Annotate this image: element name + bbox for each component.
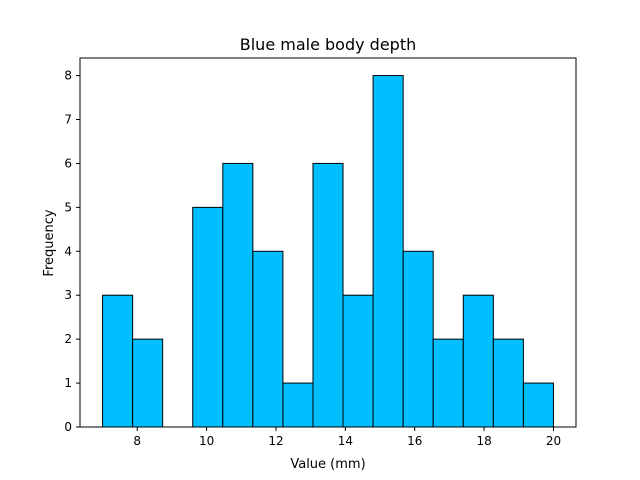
x-tick-label: 8 [133,434,141,448]
histogram-bar-13 [462,294,494,428]
y-axis-ticks: 0 1 2 3 4 5 6 7 8 [64,69,80,434]
histogram-bar-9 [342,294,374,428]
x-tick-label: 20 [546,434,561,448]
y-tick-label: 8 [64,69,72,83]
chart-title: Blue male body depth [240,35,416,54]
y-tick-label: 2 [64,332,72,346]
histogram-bar-6 [252,250,284,428]
y-tick-label: 0 [64,420,72,434]
histogram-bar-10 [372,75,404,428]
x-tick-label: 12 [268,434,283,448]
histogram-bar-5 [222,162,254,428]
y-axis-label: Frequency [42,209,57,276]
x-tick-label: 14 [338,434,353,448]
histogram-bar-4 [192,206,224,428]
y-tick-label: 7 [64,113,72,127]
x-axis-ticks: 8 10 12 14 16 18 20 [133,427,561,448]
axes-frame [79,57,577,428]
histogram-bar-12 [432,338,464,428]
histogram-bar-11 [402,250,434,428]
histogram-bar-1 [102,294,134,428]
y-tick-label: 1 [64,376,72,390]
x-axis-label: Value (mm) [290,457,365,472]
y-tick-label: 6 [64,156,72,170]
histogram-bar-2 [132,338,164,428]
x-tick-label: 18 [476,434,491,448]
histogram-bar-7 [282,382,314,428]
histogram-bar-14 [492,338,524,428]
histogram-bar-8 [312,162,344,428]
histogram-bar-15 [522,382,554,428]
x-tick-label: 10 [199,434,214,448]
y-tick-label: 4 [64,244,72,258]
bars-group [102,75,554,428]
y-tick-label: 3 [64,288,72,302]
y-tick-label: 5 [64,200,72,214]
x-tick-label: 16 [407,434,422,448]
